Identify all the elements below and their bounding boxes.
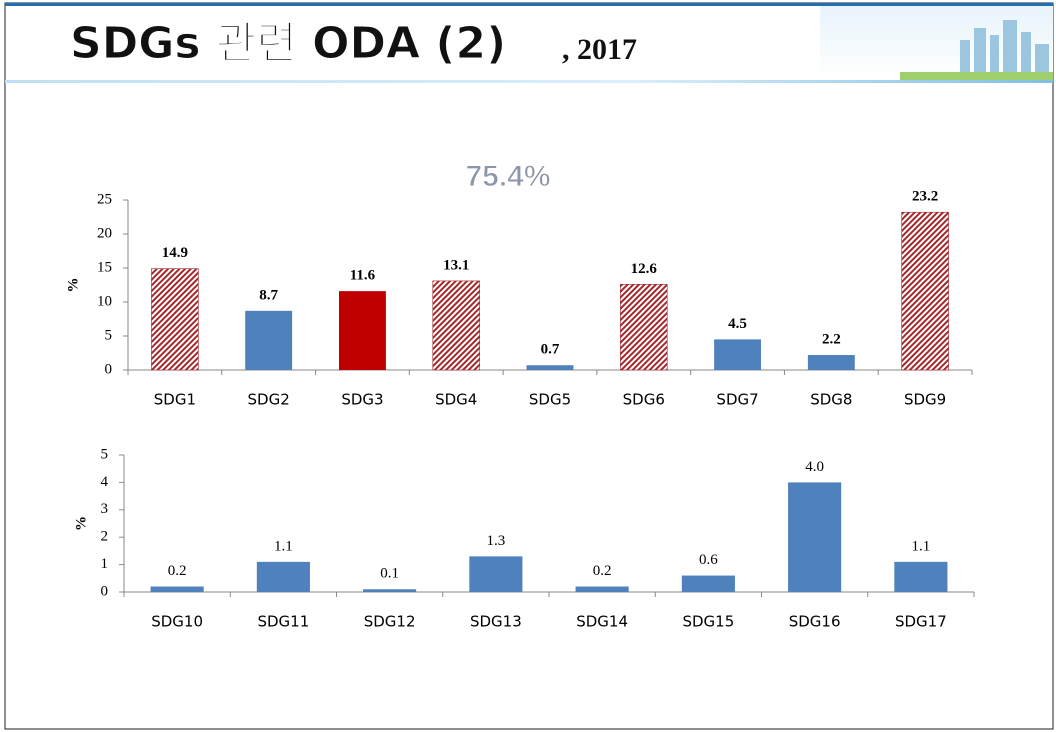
x-tick-label: SDG14 — [576, 613, 628, 631]
x-tick-label: SDG9 — [904, 391, 946, 409]
y-tick-label: 0 — [101, 583, 109, 599]
y-axis-label: % — [65, 278, 81, 293]
data-label: 0.6 — [699, 552, 718, 568]
bar — [433, 281, 480, 370]
data-label: 4.0 — [805, 459, 824, 475]
x-tick-label: SDG15 — [682, 613, 734, 631]
y-tick-label: 10 — [97, 293, 112, 309]
bar — [151, 587, 204, 592]
bar — [151, 269, 198, 370]
x-tick-label: SDG7 — [716, 391, 758, 409]
y-tick-label: 25 — [97, 191, 112, 207]
bar — [620, 284, 667, 370]
bar — [576, 587, 629, 592]
y-tick-label: 20 — [97, 225, 112, 241]
bar — [527, 365, 574, 370]
x-tick-label: SDG6 — [623, 391, 665, 409]
y-tick-label: 5 — [101, 446, 109, 462]
slide-title: SDGs 관련 ODA (2) — [70, 18, 506, 69]
bar — [469, 556, 522, 592]
data-label: 0.2 — [168, 563, 187, 579]
bar — [788, 482, 841, 592]
slide: SDGs 관련 ODA (2) , 2017 0510152025%14.9SD… — [0, 0, 1056, 732]
data-label: 8.7 — [259, 287, 278, 303]
y-tick-label: 2 — [101, 529, 109, 545]
x-tick-label: SDG3 — [341, 391, 383, 409]
y-tick-label: 0 — [105, 361, 113, 377]
data-label: 0.1 — [380, 566, 399, 582]
data-label: 4.5 — [728, 316, 747, 332]
data-label: 0.7 — [541, 342, 560, 358]
y-tick-label: 4 — [101, 474, 109, 490]
bar — [257, 562, 310, 592]
data-label: 23.2 — [912, 189, 938, 205]
header-top-line — [5, 3, 1053, 6]
bar — [714, 339, 761, 370]
data-label: 12.6 — [631, 261, 658, 277]
slide-canvas: SDGs 관련 ODA (2) , 2017 0510152025%14.9SD… — [0, 0, 1056, 732]
bar — [682, 576, 735, 592]
bar — [339, 291, 386, 370]
data-label: 1.1 — [274, 538, 293, 554]
data-label: 1.1 — [912, 538, 931, 554]
x-tick-label: SDG17 — [895, 613, 947, 631]
x-tick-label: SDG12 — [364, 613, 416, 631]
x-tick-label: SDG16 — [789, 613, 841, 631]
x-tick-label: SDG5 — [529, 391, 571, 409]
bar — [245, 311, 292, 370]
x-tick-label: SDG8 — [810, 391, 852, 409]
header-decoration — [820, 6, 1053, 80]
x-tick-label: SDG4 — [435, 391, 477, 409]
y-tick-label: 5 — [105, 327, 113, 343]
slide-subtitle: , 2017 — [562, 33, 637, 66]
bar — [894, 562, 947, 592]
x-tick-label: SDG2 — [248, 391, 290, 409]
data-label: 0.2 — [593, 563, 612, 579]
x-tick-label: SDG1 — [154, 391, 196, 409]
x-tick-label: SDG11 — [257, 613, 309, 631]
data-label: 14.9 — [162, 245, 188, 261]
bar — [363, 589, 416, 592]
header-underline — [5, 80, 1053, 83]
bar — [902, 212, 949, 370]
data-label: 2.2 — [822, 331, 841, 347]
x-tick-label: SDG10 — [151, 613, 203, 631]
annotation: 75.4% — [465, 160, 550, 193]
data-label: 11.6 — [350, 268, 376, 284]
data-label: 1.3 — [487, 533, 506, 549]
data-label: 13.1 — [443, 257, 469, 273]
y-axis-label: % — [73, 516, 89, 531]
y-tick-label: 15 — [97, 259, 112, 275]
x-tick-label: SDG13 — [470, 613, 522, 631]
y-tick-label: 3 — [101, 501, 109, 517]
bar — [808, 355, 855, 370]
y-tick-label: 1 — [101, 556, 109, 572]
